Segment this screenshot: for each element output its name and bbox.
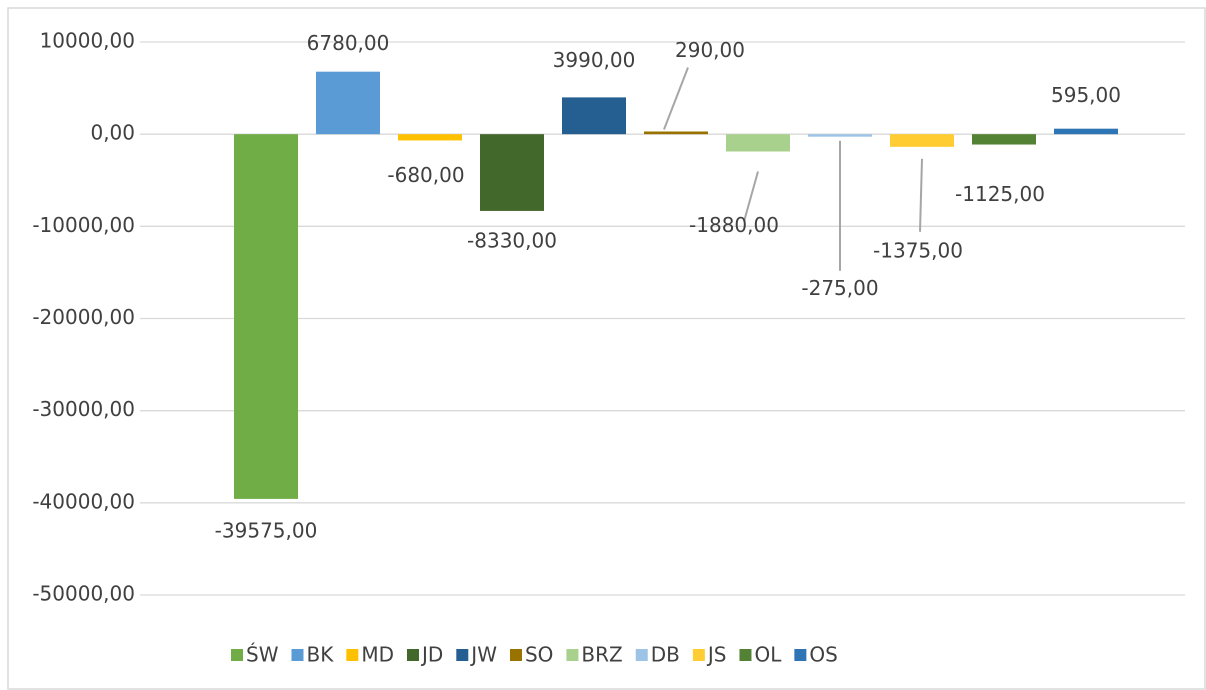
legend-swatch — [692, 649, 705, 661]
data-label: -39575,00 — [215, 518, 318, 542]
data-label: -1880,00 — [689, 213, 779, 237]
legend-swatch — [406, 649, 419, 661]
bar — [726, 134, 790, 152]
y-tick-label: -30000,00 — [32, 397, 135, 421]
data-label: -680,00 — [387, 163, 464, 187]
bar — [234, 134, 298, 499]
bar — [398, 134, 462, 141]
legend-label: BRZ — [581, 643, 622, 667]
legend-label: SO — [525, 643, 553, 667]
legend-label: JW — [469, 643, 497, 667]
leader-line — [919, 158, 923, 232]
data-label: 3990,00 — [553, 48, 636, 72]
leader-line — [743, 171, 759, 222]
legend-label: JD — [420, 643, 443, 667]
data-label: 6780,00 — [307, 31, 390, 55]
bar — [808, 134, 872, 137]
bar — [644, 131, 708, 135]
y-tick-label: -40000,00 — [32, 489, 135, 513]
data-label: -275,00 — [801, 276, 878, 300]
bar — [890, 134, 954, 147]
legend-label: OL — [754, 643, 782, 667]
bar — [1054, 128, 1118, 135]
y-tick-label: 10000,00 — [40, 29, 135, 53]
legend-swatch — [509, 649, 522, 661]
legend-swatch — [566, 649, 579, 661]
legend-label: BK — [306, 643, 334, 667]
legend-swatch — [231, 649, 243, 661]
legend-swatch — [635, 649, 648, 661]
legend-swatch — [794, 649, 807, 661]
bar — [316, 71, 380, 135]
legend-swatch — [346, 649, 359, 661]
legend-swatch — [291, 649, 304, 661]
y-tick-label: 0,00 — [90, 121, 135, 145]
bar — [562, 97, 626, 135]
legend-label: OS — [809, 643, 837, 667]
bar — [480, 134, 544, 211]
data-label: -8330,00 — [467, 228, 557, 252]
legend-label: JS — [706, 643, 727, 667]
y-tick-label: -50000,00 — [32, 582, 135, 606]
data-label: -1125,00 — [955, 182, 1045, 206]
legend-label: MD — [361, 643, 394, 667]
legend-label: DB — [651, 643, 680, 667]
data-label: 595,00 — [1051, 83, 1121, 107]
legend-label: ŚW — [246, 643, 279, 667]
legend-swatch — [739, 649, 752, 661]
legend-swatch — [456, 649, 469, 661]
y-tick-label: -20000,00 — [32, 305, 135, 329]
leader-line — [663, 67, 689, 130]
bar — [972, 134, 1036, 145]
data-label: -1375,00 — [873, 238, 963, 262]
data-label: 290,00 — [675, 38, 745, 62]
y-tick-label: -10000,00 — [32, 213, 135, 237]
